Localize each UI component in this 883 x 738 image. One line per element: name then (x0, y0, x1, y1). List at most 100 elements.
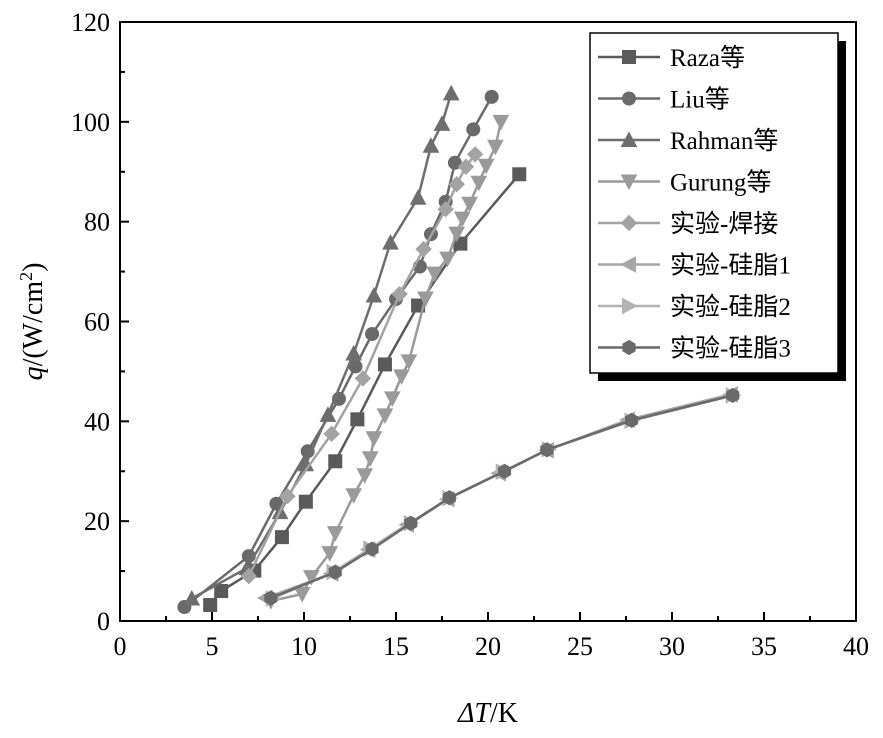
legend-marker (622, 297, 638, 315)
data-point (326, 526, 344, 542)
legend-label: 实验-硅脂2 (670, 293, 791, 321)
y-axis-title-close: ) (18, 263, 49, 272)
data-point (354, 370, 372, 387)
data-point (415, 240, 432, 258)
data-point (404, 515, 418, 531)
legend-label: Liu等 (670, 86, 730, 114)
data-point (365, 431, 383, 447)
data-point (376, 408, 394, 424)
series-4 (262, 114, 510, 610)
data-point (240, 567, 258, 585)
data-point (303, 570, 320, 586)
data-point (377, 357, 392, 372)
data-point (391, 285, 408, 303)
data-point (328, 454, 343, 469)
legend-item: 实验-焊接 (598, 210, 778, 238)
y-tick-label: 20 (84, 507, 110, 536)
data-point (293, 587, 311, 603)
data-point (484, 89, 499, 104)
data-point (328, 564, 342, 580)
data-point (498, 463, 512, 479)
x-tick-label: 30 (659, 632, 685, 661)
legend-item: 实验-硅脂2 (598, 293, 791, 321)
data-point (279, 488, 296, 505)
data-point (461, 196, 478, 213)
data-point (183, 589, 201, 606)
legend-label: 实验-焊接 (670, 210, 778, 238)
data-point (214, 584, 229, 599)
legend-label: Raza等 (670, 44, 745, 72)
data-point (345, 488, 363, 504)
data-point (457, 158, 475, 175)
x-axis-title: ΔT/K (457, 698, 518, 729)
data-point (442, 84, 460, 101)
data-point (345, 344, 363, 361)
series-5 (240, 146, 484, 585)
data-point (417, 291, 434, 308)
y-tick-label: 40 (84, 407, 110, 436)
data-point (447, 155, 462, 170)
data-point (409, 189, 427, 205)
legend-marker (620, 256, 636, 273)
data-point (726, 387, 740, 403)
data-point (466, 146, 484, 163)
data-point (540, 442, 554, 458)
data-point (264, 590, 278, 606)
x-axis-title-var: ΔT (457, 698, 492, 729)
data-point (433, 115, 451, 131)
data-point (365, 541, 379, 557)
data-point (466, 122, 481, 137)
y-axis-title-var: q (18, 366, 49, 380)
x-tick-label: 5 (206, 632, 219, 661)
data-point (365, 326, 380, 341)
data-point (350, 412, 365, 427)
legend-label: Gurung等 (670, 169, 771, 197)
x-tick-label: 35 (751, 632, 777, 661)
legend-label: Rahman等 (670, 127, 778, 155)
legend-marker (620, 131, 638, 147)
legend-marker (620, 214, 638, 232)
y-axis-title-unit: /(W/cm (18, 281, 49, 367)
legend-marker (622, 339, 636, 356)
series-layer (177, 84, 742, 615)
data-point (356, 468, 374, 484)
series-8 (264, 387, 740, 606)
legend-marker (622, 91, 636, 106)
data-point (487, 139, 504, 156)
data-point (393, 369, 410, 385)
data-point (383, 391, 401, 407)
x-tick-label: 10 (291, 632, 317, 661)
legend-item: Gurung等 (598, 169, 771, 197)
data-point (203, 598, 218, 613)
legend-marker (620, 174, 638, 191)
data-point (321, 546, 339, 562)
y-tick-label: 60 (84, 308, 110, 337)
data-point (422, 137, 440, 153)
data-point (448, 226, 466, 243)
y-tick-label: 120 (71, 8, 110, 37)
data-point (323, 425, 340, 443)
legend-marker (622, 50, 636, 64)
axes: 0 5 10 15 20 25 30 35 40 0 20 40 60 80 100 120 (71, 8, 869, 661)
y-tick-label: 80 (84, 208, 110, 237)
data-point (470, 175, 488, 192)
x-tick-label: 0 (114, 632, 127, 661)
x-tick-label: 20 (475, 632, 501, 661)
y-axis-title: q/(W/cm2) (16, 263, 49, 381)
y-axis-title-sup: 2 (16, 272, 36, 281)
data-point (492, 114, 510, 131)
series-3 (183, 84, 460, 606)
data-point (400, 354, 418, 370)
data-point (426, 266, 443, 283)
y-tick-label: 0 (97, 607, 110, 636)
data-point (298, 494, 313, 509)
data-point (361, 451, 379, 467)
data-point (442, 490, 456, 506)
series-line (247, 153, 477, 577)
legend-item: 实验-硅脂3 (598, 335, 791, 363)
legend-item: Raza等 (598, 44, 745, 72)
data-point (437, 200, 454, 218)
data-point (274, 530, 289, 545)
legend-item: 实验-硅脂1 (598, 252, 791, 280)
